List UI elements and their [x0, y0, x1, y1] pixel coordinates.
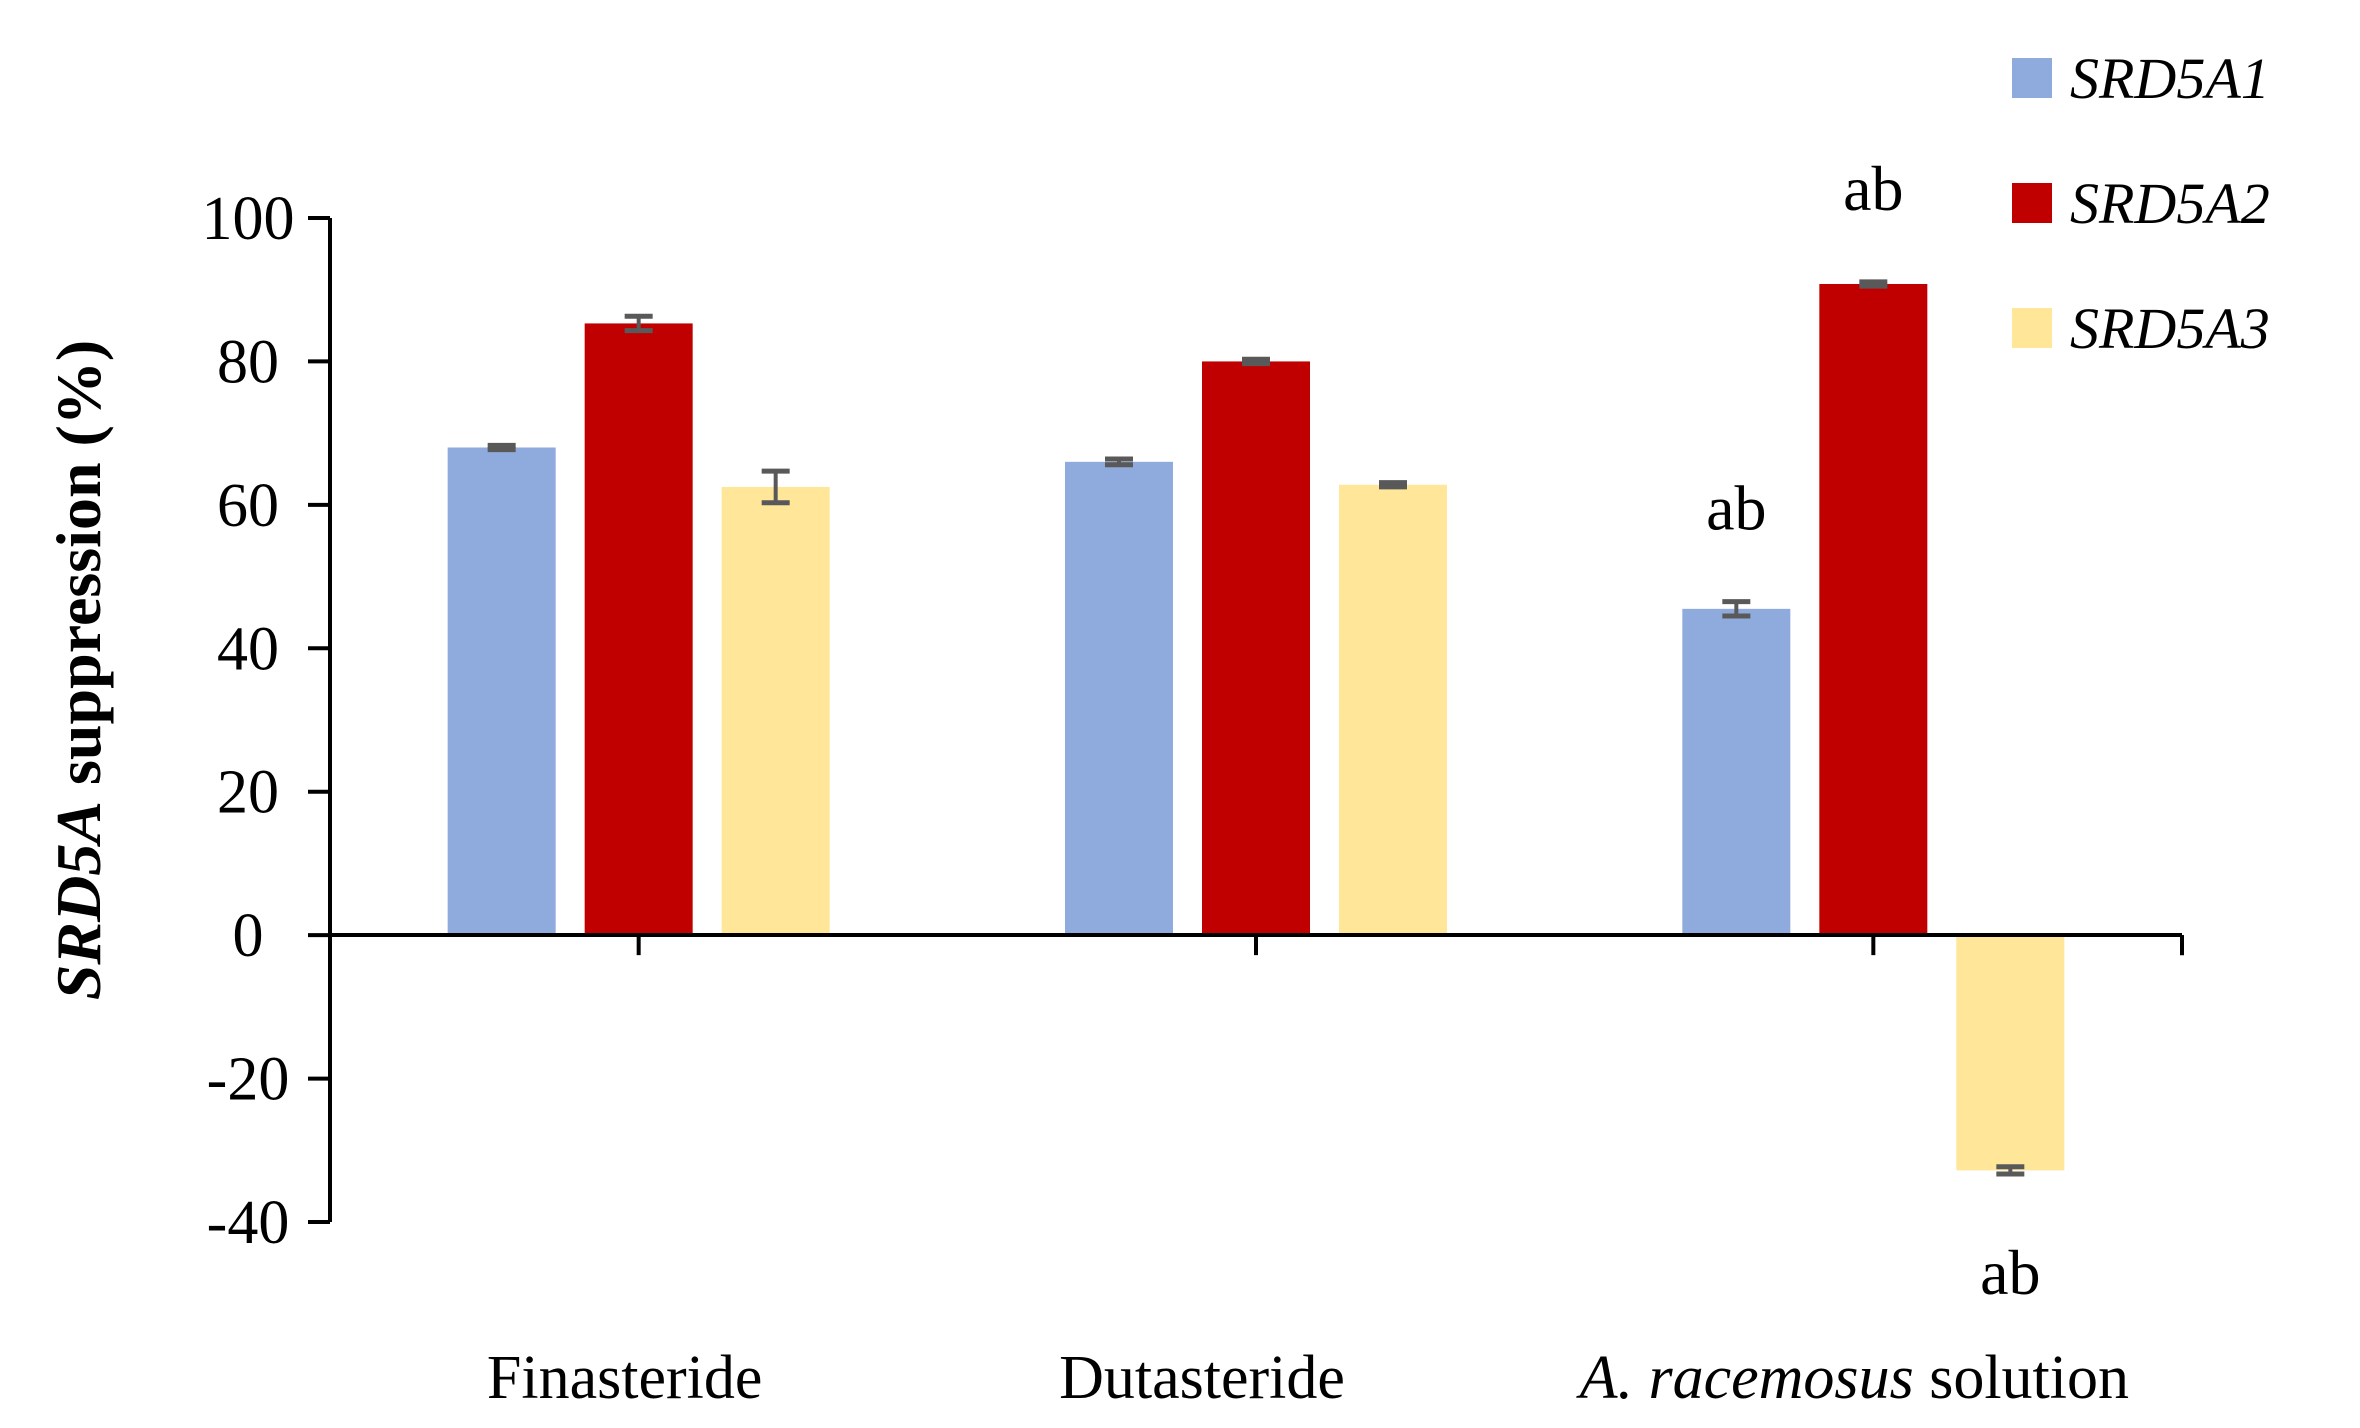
y-axis-label-rest: suppression (%)	[43, 340, 114, 801]
error-bar-srd5a1-0	[487, 442, 516, 453]
bar-srd5a3-2	[1956, 935, 2065, 1171]
x-category-label: A. racemosus solution	[1576, 1344, 2129, 1412]
y-ticks-layer: 100 80 60 40 20 0 -20 -40	[202, 185, 330, 1257]
legend-label: SRD5A2	[2070, 171, 2270, 236]
significance-annotation: ab	[1980, 1237, 2040, 1308]
legend-swatch	[2012, 308, 2052, 348]
legend: SRD5A1 SRD5A2 SRD5A3	[2012, 46, 2270, 361]
legend-swatch	[2012, 58, 2052, 98]
y-tick-label: 40	[217, 615, 279, 683]
bar-srd5a1-1	[1065, 461, 1173, 936]
y-tick-label: 60	[217, 472, 279, 540]
x-category-label-text: Finasteride	[487, 1344, 763, 1412]
y-tick-label: 20	[217, 759, 279, 827]
legend-item-srd5a1: SRD5A1	[2012, 46, 2270, 111]
error-bar-srd5a1-1	[1105, 456, 1133, 468]
y-tick-label: 0	[233, 902, 264, 970]
significance-annotation: ab	[1706, 473, 1766, 544]
x-category-label-text: Dutasteride	[1059, 1344, 1345, 1412]
x-category-label: Dutasteride	[1059, 1344, 1345, 1412]
error-bar-srd5a3-0	[761, 468, 790, 506]
legend-item-srd5a2: SRD5A2	[2012, 171, 2270, 236]
legend-label: SRD5A1	[2070, 46, 2270, 111]
y-tick-label: -20	[207, 1046, 290, 1114]
y-tick-label: 80	[217, 328, 279, 396]
error-bar-srd5a2-2	[1859, 279, 1888, 289]
y-axis-label: SRD5A suppression (%)	[43, 340, 114, 1000]
annotations-layer: ab ab ab	[1706, 153, 2040, 1308]
bar-srd5a3-1	[1339, 484, 1447, 936]
error-bar-srd5a2-0	[624, 313, 653, 334]
significance-annotation: ab	[1843, 153, 1903, 224]
error-bar-srd5a2-1	[1242, 356, 1270, 367]
bar-srd5a2-1	[1202, 361, 1310, 936]
x-categories-layer: Finasteride Dutasteride A. racemosus solut…	[487, 935, 2184, 1412]
legend-item-srd5a3: SRD5A3	[2012, 296, 2270, 361]
bar-srd5a1-2	[1682, 608, 1791, 936]
bars-layer	[447, 283, 2065, 1171]
x-category-label: Finasteride	[487, 1344, 763, 1412]
y-axis-label-italic: SRD5A	[43, 801, 114, 1000]
error-bars-layer	[487, 279, 2025, 1177]
bar-srd5a2-2	[1819, 283, 1928, 936]
bar-srd5a2-0	[584, 323, 693, 936]
x-category-label-italic: A. racemosus	[1576, 1344, 1914, 1412]
bar-srd5a3-0	[721, 486, 830, 936]
axes-layer	[328, 218, 2182, 1222]
error-bar-srd5a3-2	[1996, 1164, 2025, 1177]
x-category-label-text: solution	[1914, 1344, 2129, 1412]
legend-swatch	[2012, 183, 2052, 223]
y-tick-label: -40	[207, 1189, 290, 1257]
bar-srd5a1-0	[447, 447, 556, 936]
y-tick-label: 100	[202, 185, 295, 253]
error-bar-srd5a3-1	[1379, 480, 1407, 490]
legend-label: SRD5A3	[2070, 296, 2270, 361]
error-bar-srd5a1-2	[1722, 599, 1751, 619]
